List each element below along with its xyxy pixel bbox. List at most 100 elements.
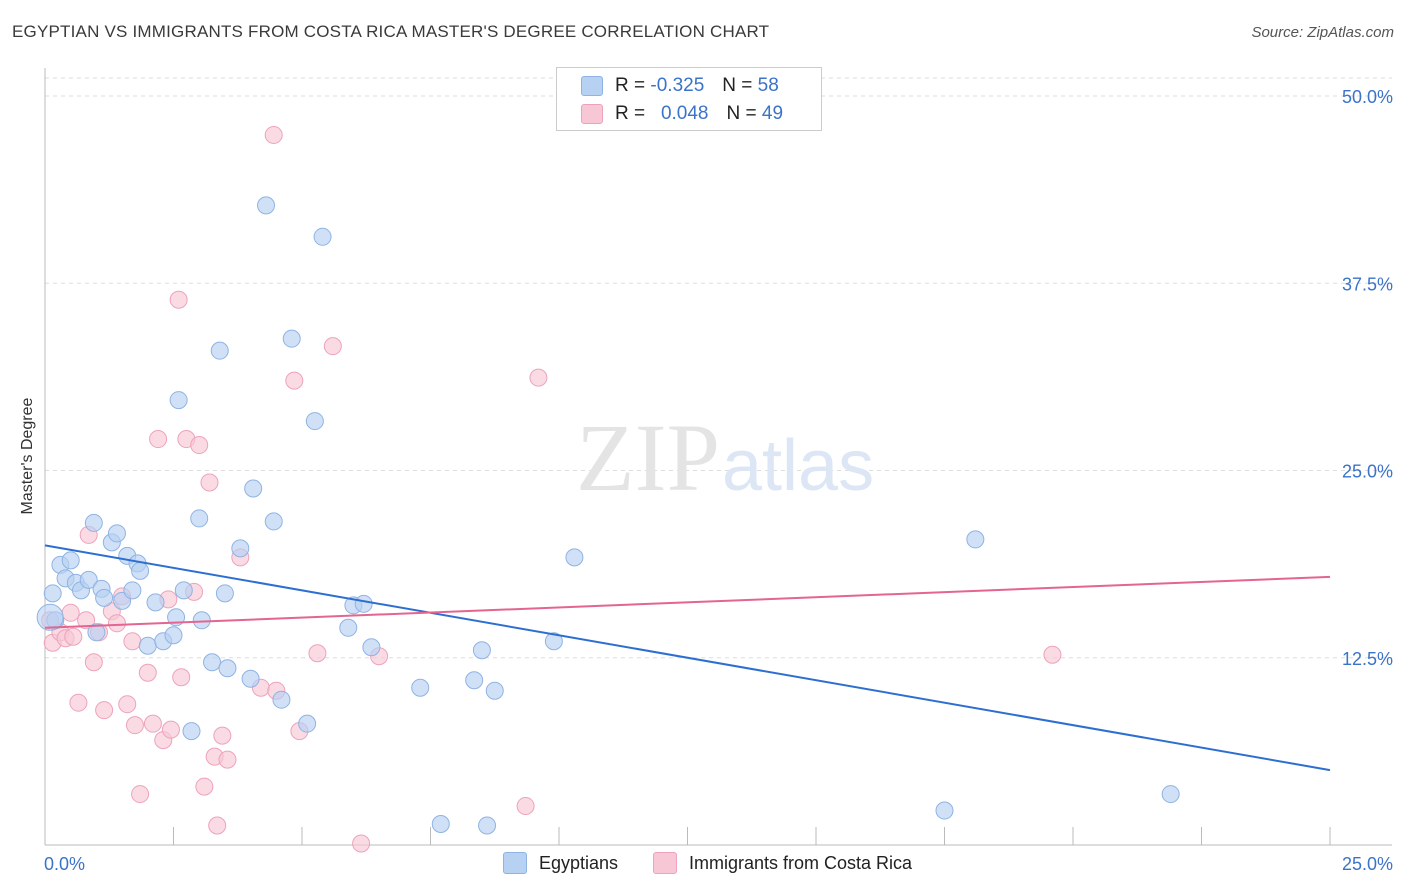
costa-rica-point-39 [285, 371, 304, 390]
watermark-zip: ZIP [576, 404, 720, 511]
egyptian-point-7 [84, 513, 103, 532]
costa-rica-point-15 [118, 695, 137, 714]
pink-swatch [581, 104, 603, 124]
blue-swatch [581, 76, 603, 96]
correlation-legend: R = -0.325 N = 58 R = 0.048 N = 49 [556, 67, 822, 131]
costa-rica-point-21 [149, 430, 168, 449]
egyptian-point-23 [182, 722, 201, 741]
costa-rica-point-29 [190, 436, 209, 455]
egyptian-point-46 [472, 641, 491, 660]
egyptian-point-44 [431, 815, 450, 834]
trendlines [44, 544, 1331, 772]
egyptian-point-33 [264, 512, 283, 531]
egyptian-point-51 [935, 801, 954, 820]
costa-rica-point-33 [208, 816, 227, 835]
egyptian-point-37 [305, 412, 324, 431]
costa-rica-point-47 [1043, 645, 1062, 664]
axes [44, 68, 1392, 846]
costa-rica-point-11 [95, 701, 114, 720]
egyptian-point-50 [565, 548, 584, 567]
costa-rica-point-7 [77, 611, 96, 630]
costa-rica-point-20 [143, 714, 162, 733]
costa-rica-point-5 [64, 627, 83, 646]
legend-r-value: -0.325 [650, 75, 705, 96]
costa-rica-point-25 [169, 290, 188, 309]
egyptian-point-55 [215, 584, 234, 603]
egyptian-point-36 [298, 714, 317, 733]
egyptian-point-30 [241, 669, 260, 688]
costa-rica-point-42 [323, 337, 342, 356]
legend-item-costa-rica: Immigrants from Costa Rica [653, 852, 912, 874]
y-tick-label-0: 12.5% [1342, 649, 1393, 669]
egyptian-point-43 [411, 678, 430, 697]
costa-rica-points [41, 125, 1062, 853]
egyptian-point-9 [95, 588, 114, 607]
egyptian-point-24 [190, 509, 209, 528]
x-tick-label-max: 25.0% [1342, 854, 1393, 874]
egyptian-point-52 [966, 530, 985, 549]
egyptian-point-26 [203, 653, 222, 672]
legend-item-egyptians: Egyptians [503, 852, 618, 874]
costa-rica-point-19 [138, 663, 157, 682]
gridlines [45, 77, 1392, 659]
blue-swatch [503, 852, 527, 874]
egyptian-cluster-point [36, 603, 64, 631]
egyptian-point-56 [87, 623, 106, 642]
egyptian-point-34 [272, 690, 291, 709]
egyptian-point-6 [79, 570, 98, 589]
y-tick-label-2: 37.5% [1342, 274, 1393, 294]
egyptian-point-29 [231, 539, 250, 558]
watermark-atlas: atlas [722, 426, 874, 506]
costa-rica-point-43 [352, 834, 371, 853]
egyptian-point-31 [244, 479, 263, 498]
costa-rica-point-13 [107, 614, 126, 633]
legend-n-label: N = [722, 75, 753, 96]
egyptian-point-48 [485, 681, 504, 700]
legend-costa-rica-label: Immigrants from Costa Rica [689, 852, 913, 873]
costa-rica-point-18 [131, 785, 150, 804]
costa-rica-point-16 [123, 632, 142, 651]
egyptian-point-53 [1161, 785, 1180, 804]
costa-rica-point-24 [161, 720, 180, 739]
costa-rica-point-6 [69, 693, 88, 712]
legend-row-egyptians: R = -0.325 N = 58 [581, 74, 779, 98]
egyptian-point-41 [354, 594, 373, 613]
egyptian-points [36, 196, 1180, 835]
legend-n-value: 49 [761, 103, 784, 124]
chart-title: EGYPTIAN VS IMMIGRANTS FROM COSTA RICA M… [12, 22, 770, 41]
costa-rica-point-17 [125, 716, 144, 735]
costa-rica-point-4 [61, 603, 80, 622]
egyptian-point-39 [339, 618, 358, 637]
costa-rica-point-46 [516, 797, 535, 816]
legend-r-label: R = [615, 103, 646, 124]
costa-rica-point-35 [218, 750, 237, 769]
egyptian-point-17 [138, 636, 157, 655]
costa-rica-point-30 [195, 777, 214, 796]
costa-rica-point-9 [84, 653, 103, 672]
costa-rica-point-34 [213, 726, 232, 745]
egyptian-point-11 [107, 524, 126, 543]
costa-rica-trendline [44, 575, 1331, 629]
egyptian-point-18 [146, 593, 165, 612]
egyptian-point-57 [164, 626, 183, 645]
egyptian-point-35 [282, 329, 301, 348]
egyptian-point-28 [218, 659, 237, 678]
egyptian-point-42 [362, 638, 381, 657]
y-tick-label-3: 50.0% [1342, 87, 1393, 107]
legend-r-value: 0.048 [660, 103, 709, 124]
y-tick-label-1: 25.0% [1342, 462, 1393, 482]
egyptian-point-47 [478, 816, 497, 835]
egyptian-trendline [44, 544, 1331, 772]
legend-n-value: 58 [757, 75, 779, 96]
pink-swatch [653, 852, 677, 874]
costa-rica-point-41 [308, 644, 327, 663]
costa-rica-point-31 [200, 473, 219, 492]
egyptian-point-27 [210, 341, 229, 360]
costa-rica-point-45 [529, 368, 548, 387]
legend-r-label: R = [615, 75, 646, 96]
egyptian-point-3 [61, 551, 80, 570]
series-legend: Egyptians Immigrants from Costa Rica [0, 852, 1406, 878]
egyptian-point-32 [257, 196, 276, 215]
egyptian-point-21 [169, 391, 188, 410]
